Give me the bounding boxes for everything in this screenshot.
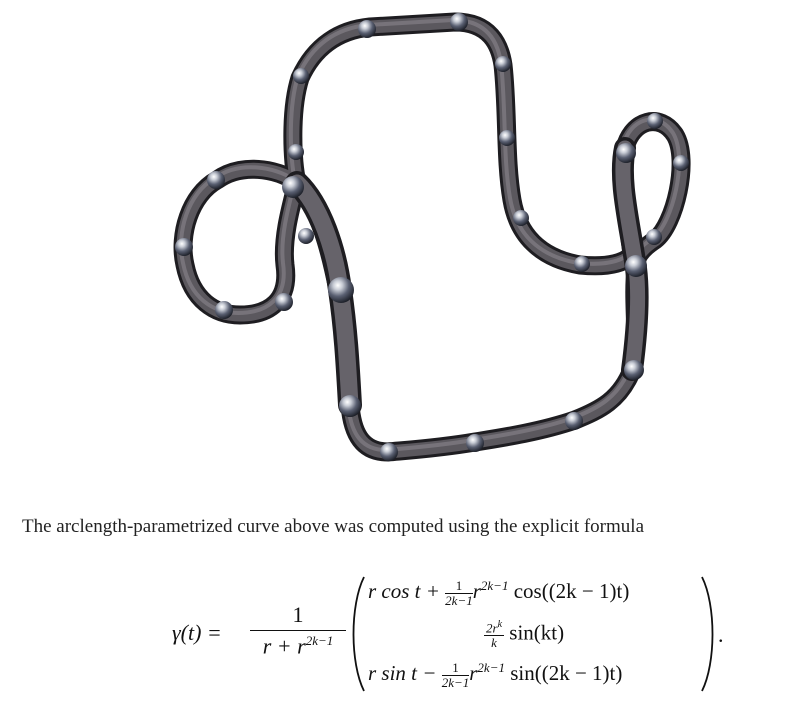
marker-sphere bbox=[499, 130, 515, 146]
marker-sphere bbox=[175, 238, 193, 256]
marker-sphere bbox=[513, 210, 529, 226]
formula-period: . bbox=[718, 622, 724, 647]
marker-sphere bbox=[380, 443, 398, 461]
curve-markers bbox=[175, 13, 689, 461]
marker-sphere bbox=[207, 171, 225, 189]
marker-sphere bbox=[358, 20, 376, 38]
marker-sphere bbox=[673, 155, 689, 171]
marker-sphere bbox=[565, 412, 583, 430]
marker-sphere bbox=[495, 56, 511, 72]
prefactor-numerator: 1 bbox=[292, 602, 304, 627]
caption-text: The arclength-parametrized curve above w… bbox=[22, 516, 644, 537]
marker-sphere bbox=[450, 13, 468, 31]
marker-sphere bbox=[625, 255, 647, 277]
formula-prefactor: 1 r + r2k−1 bbox=[250, 602, 346, 659]
marker-sphere bbox=[466, 434, 484, 452]
prefactor-denominator: r + r2k−1 bbox=[262, 633, 334, 659]
marker-sphere bbox=[616, 143, 636, 163]
marker-sphere bbox=[288, 144, 304, 160]
marker-sphere bbox=[275, 293, 293, 311]
marker-sphere bbox=[282, 176, 304, 198]
right-paren bbox=[701, 576, 714, 692]
marker-sphere bbox=[339, 395, 361, 417]
curve-figure bbox=[173, 12, 691, 462]
vector-row-2: 2rk k sin(kt) bbox=[484, 619, 565, 650]
marker-sphere bbox=[574, 256, 590, 272]
vector-row-1: r cos t + 1 2k−1 r2k−1 cos((2k − 1)t) bbox=[368, 578, 630, 608]
marker-sphere bbox=[647, 113, 663, 129]
marker-sphere bbox=[298, 228, 314, 244]
formula-lhs: γ(t) = bbox=[172, 620, 222, 645]
marker-sphere bbox=[328, 277, 354, 303]
marker-sphere bbox=[624, 360, 644, 380]
curve-tube bbox=[173, 12, 691, 462]
left-paren bbox=[352, 576, 365, 692]
vector-row-3: r sin t − 1 2k−1 r2k−1 sin((2k − 1)t) bbox=[368, 660, 623, 690]
marker-sphere bbox=[646, 229, 662, 245]
marker-sphere bbox=[293, 68, 309, 84]
marker-sphere bbox=[215, 301, 233, 319]
